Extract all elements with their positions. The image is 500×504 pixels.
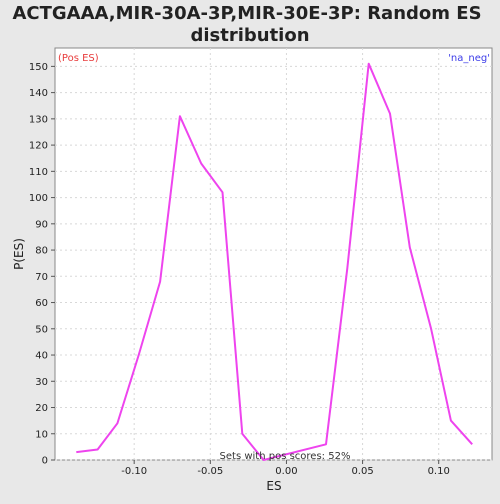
x-tick-label: 0.10 [428,466,450,477]
y-tick-label: 30 [35,377,48,388]
axes: 0 10 20 30 40 50 60 70 80 90 100 110 120 130 140 150 -0.… [29,62,450,477]
y-tick-label: 60 [35,298,48,309]
y-tick-label: 50 [35,324,48,335]
na-neg-label: 'na_neg' [448,53,490,64]
x-tick-label: -0.10 [121,466,147,477]
y-tick-label: 140 [29,88,48,99]
y-tick-label: 120 [29,141,48,152]
chart-title-line-2: distribution [190,25,309,46]
y-tick-label: 100 [29,193,48,204]
chart-title-line-1: ACTGAAA,MIR-30A-3P,MIR-30E-3P: Random ES [12,3,481,24]
grid [55,48,492,461]
y-tick-label: 110 [29,167,48,178]
y-tick-label: 130 [29,114,48,125]
series-layer [76,62,473,461]
pos-es-label: (Pos ES) [58,53,99,64]
y-axis-label: P(ES) [12,238,26,270]
y-tick-label: 10 [35,429,48,440]
y-tick-label: 80 [35,246,48,257]
plot-area [54,47,493,461]
pos-scores-annotation: Sets with pos scores: 52% [220,451,351,462]
y-tick-label: 0 [42,456,48,467]
es-distribution-line [76,62,473,461]
x-axis-label: ES [266,479,281,493]
y-tick-label: 150 [29,62,48,73]
y-tick-label: 20 [35,403,48,414]
y-tick-label: 70 [35,272,48,283]
y-tick-label: 90 [35,219,48,230]
x-tick-label: 0.05 [351,466,373,477]
y-tick-label: 40 [35,351,48,362]
x-tick-label: 0.00 [275,466,297,477]
x-tick-label: -0.05 [197,466,223,477]
